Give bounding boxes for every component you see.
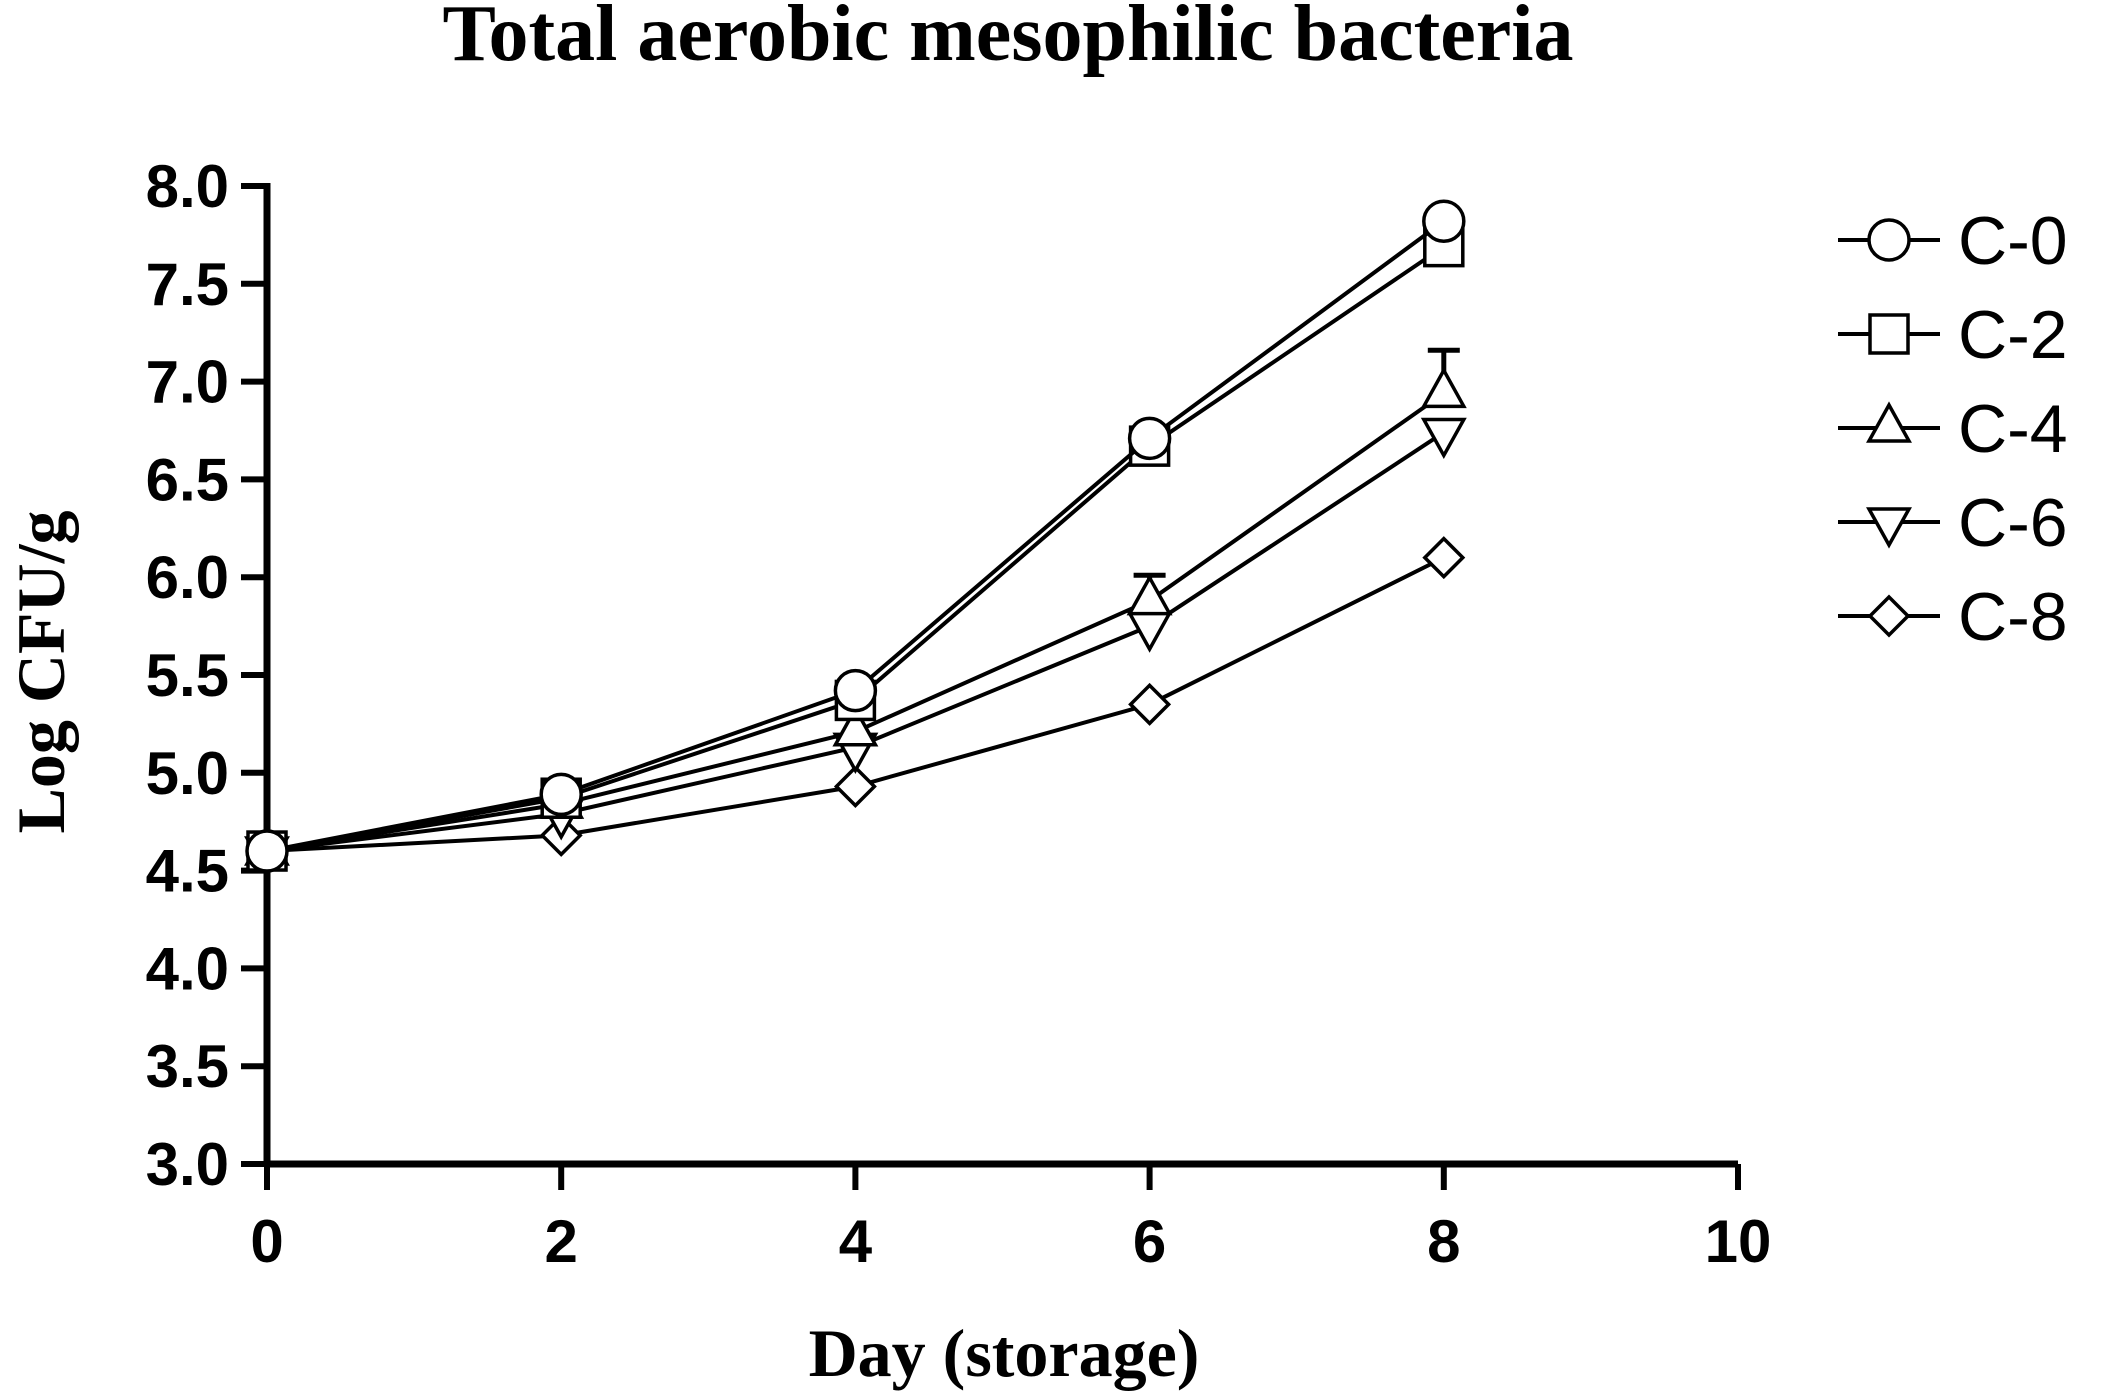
legend-label: C-0 [1958, 203, 2068, 279]
x-axis-label: Day (storage) [809, 1315, 1200, 1391]
x-tick-label: 0 [250, 1208, 283, 1275]
x-ticks: 0 2 4 6 8 10 [250, 1164, 1771, 1275]
legend-label: C-6 [1958, 485, 2068, 561]
legend-marker [1867, 218, 1911, 262]
legend-label: C-2 [1958, 297, 2068, 373]
y-tick-label: 8.0 [146, 153, 229, 220]
legend-marker [1868, 313, 1910, 355]
data-point [1126, 574, 1173, 616]
data-point [1128, 682, 1172, 726]
y-tick-label: 4.5 [146, 838, 229, 905]
x-tick-label: 8 [1427, 1208, 1460, 1275]
series-layer [244, 199, 1467, 878]
y-tick-label: 6.0 [146, 544, 229, 611]
y-tick-label: 4.0 [146, 935, 229, 1002]
legend-item-c-0: C-0 [1838, 203, 2068, 279]
x-tick-label: 2 [545, 1208, 578, 1275]
y-tick-label: 7.5 [146, 251, 229, 318]
legend-item-c-6: C-6 [1838, 485, 2068, 561]
data-point [1422, 536, 1466, 580]
y-tick-label: 7.0 [146, 349, 229, 416]
y-tick-label: 3.5 [146, 1033, 229, 1100]
x-tick-label: 6 [1133, 1208, 1166, 1275]
data-point [1422, 199, 1466, 243]
legend-marker [1866, 507, 1912, 549]
axes [263, 183, 1738, 1168]
data-point [833, 765, 877, 808]
series-c-0 [245, 199, 1466, 873]
y-tick-label: 5.5 [146, 642, 229, 709]
legend: C-0 C-2 C-4 C-6 C-8 [1838, 203, 2068, 655]
y-ticks: 3.0 3.5 4.0 4.5 5.0 5.5 6.0 6.5 7.0 7.5 8.0 [146, 153, 267, 1198]
y-tick-label: 5.0 [146, 740, 229, 807]
data-point [832, 705, 879, 747]
legend-marker [1867, 594, 1911, 638]
data-point [1420, 366, 1467, 409]
chart-title: Total aerobic mesophilic bacteria [442, 0, 1573, 78]
data-point [833, 668, 878, 713]
legend-label: C-4 [1958, 391, 2068, 467]
x-tick-label: 4 [839, 1208, 873, 1275]
x-tick-label: 10 [1705, 1208, 1772, 1275]
data-point [539, 772, 583, 817]
legend-item-c-8: C-8 [1838, 579, 2068, 655]
legend-label: C-8 [1958, 579, 2068, 655]
y-tick-label: 6.5 [146, 446, 229, 513]
y-tick-label: 3.0 [146, 1131, 229, 1198]
legend-item-c-4: C-4 [1838, 391, 2068, 467]
y-axis-label: Log CFU/g [3, 511, 79, 834]
data-point [1127, 416, 1172, 461]
data-point [1420, 417, 1467, 460]
data-point [245, 829, 289, 873]
legend-item-c-2: C-2 [1838, 297, 2068, 373]
legend-marker [1866, 401, 1912, 443]
